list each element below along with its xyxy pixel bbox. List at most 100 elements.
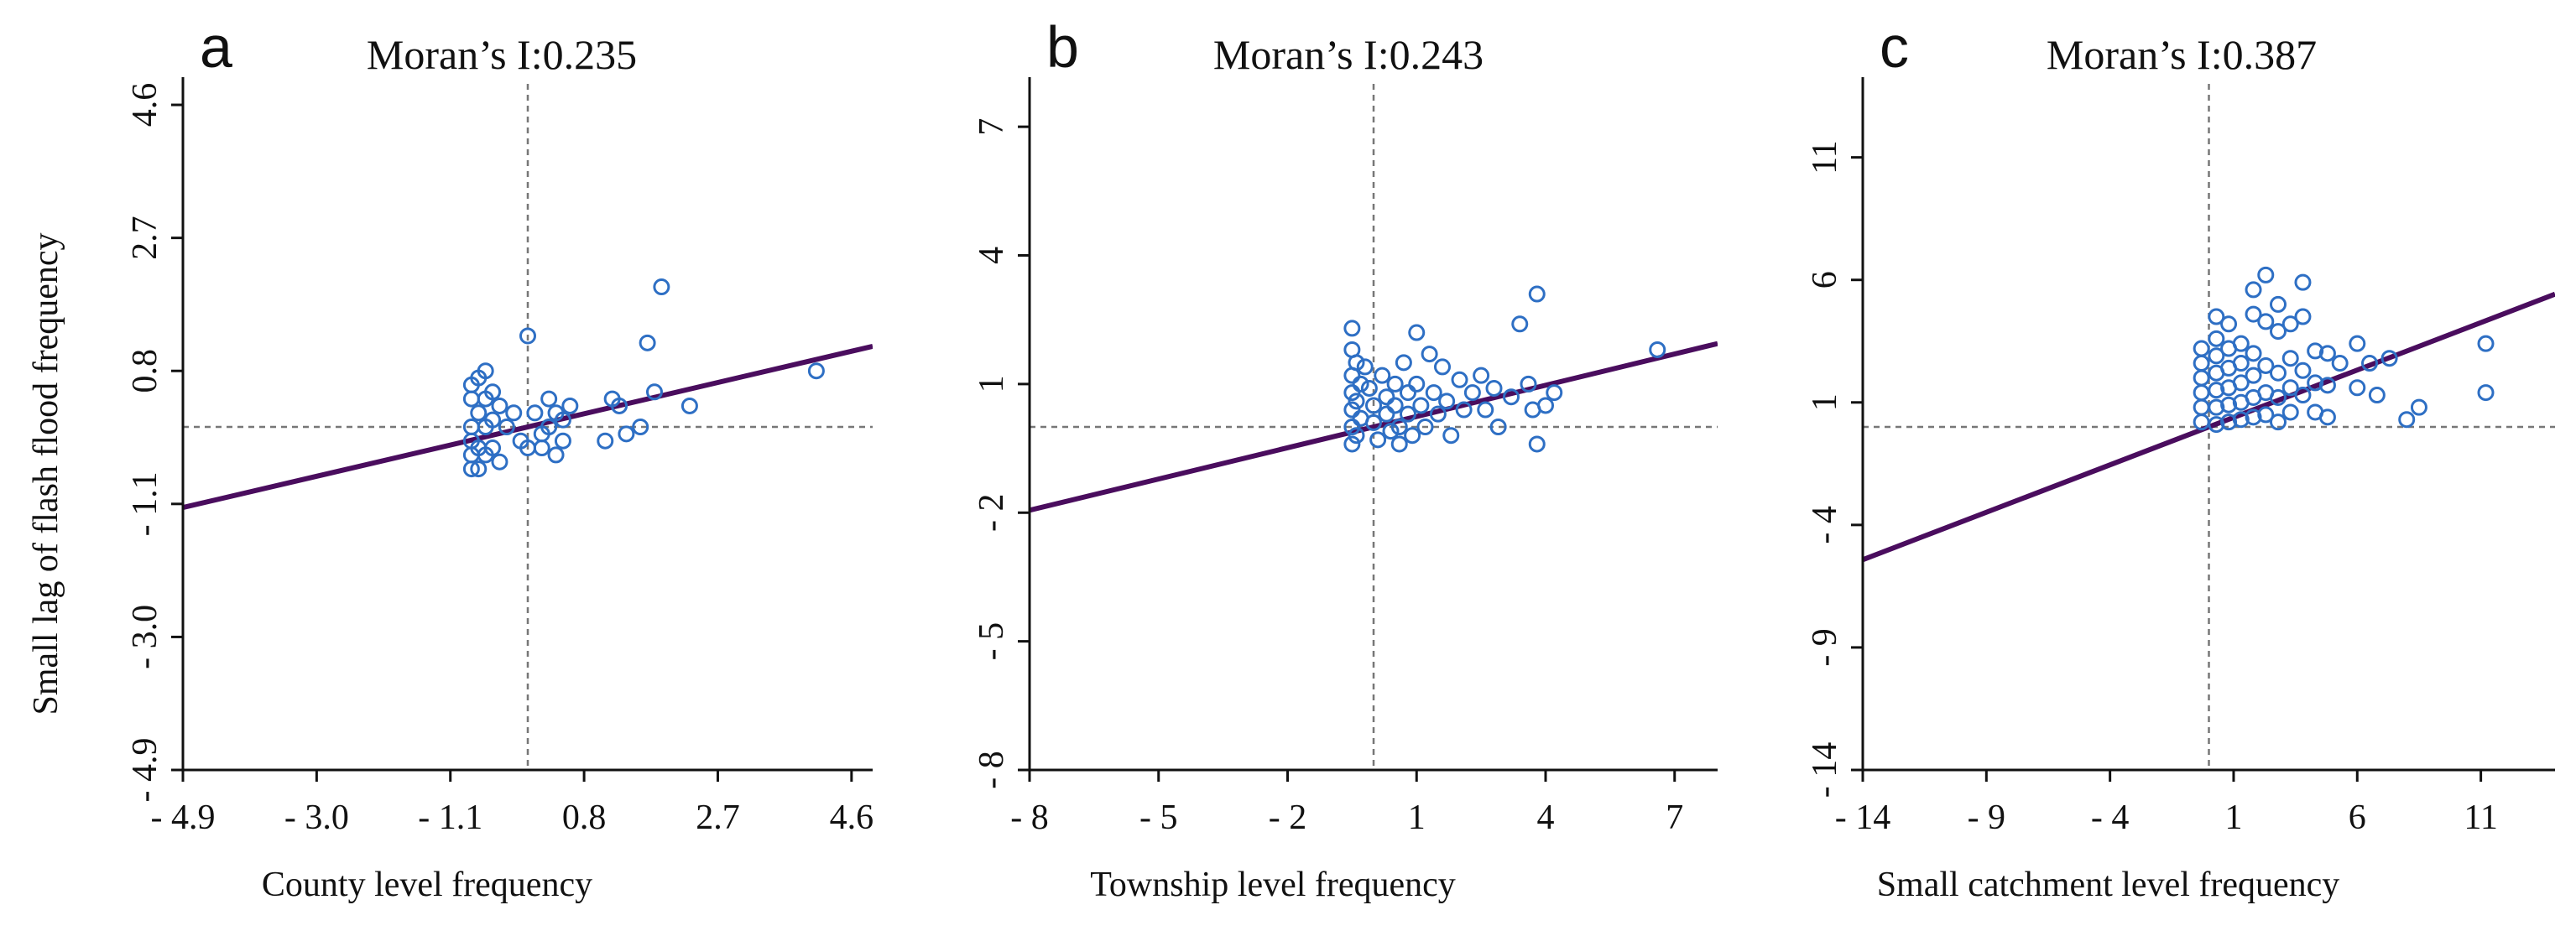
scatter-point: [1455, 401, 1473, 419]
y-tick-label: - 4.9: [126, 738, 164, 803]
scatter-point: [2307, 374, 2324, 392]
scatter-point: [2361, 355, 2379, 372]
scatter-point: [547, 446, 565, 464]
scatter-point: [618, 425, 635, 443]
scatter-point: [2245, 345, 2262, 362]
panel-letter: c: [1880, 14, 1909, 80]
x-tick-label: - 4: [2091, 798, 2130, 837]
scatter-point: [540, 390, 558, 408]
scatter-point: [2245, 281, 2262, 299]
scatter-point: [1511, 315, 1529, 333]
scatter-point: [1352, 375, 1369, 393]
scatter-point: [2294, 361, 2312, 379]
panel-letter: b: [1046, 14, 1079, 80]
scatter-point: [1408, 375, 1426, 393]
scatter-point: [2294, 273, 2312, 291]
scatter-point: [2232, 355, 2250, 372]
scatter-point: [1649, 341, 1666, 358]
y-tick-label: 1: [973, 375, 1011, 393]
scatter-point: [1390, 419, 1408, 435]
scatter-point: [1343, 367, 1361, 384]
scatter-point: [2307, 342, 2324, 360]
scatter-point: [2281, 315, 2299, 333]
scatter-point: [1408, 324, 1426, 341]
scatter-point: [554, 411, 571, 429]
scatter-point: [1343, 384, 1361, 402]
scatter-point: [632, 419, 649, 435]
x-tick-label: - 1.1: [418, 798, 482, 837]
scatter-point: [1378, 388, 1395, 406]
scatter-point: [1546, 384, 1563, 402]
scatter-point: [1378, 405, 1395, 423]
scatter-point: [491, 397, 508, 414]
scatter-point: [2294, 308, 2312, 325]
scatter-point: [2193, 384, 2210, 402]
scatter-point: [1463, 384, 1481, 402]
scatter-point: [1477, 401, 1494, 419]
y-tick-label: 4: [973, 247, 1011, 264]
scatter-point: [1537, 397, 1554, 414]
scatter-point: [807, 362, 825, 380]
x-tick-label: - 8: [1010, 798, 1049, 837]
x-tick-label: 4: [1537, 798, 1555, 837]
scatter-point: [1386, 375, 1404, 393]
scatter-point: [1343, 435, 1361, 453]
x-tick-label: - 3.0: [284, 798, 349, 837]
scatter-point: [2270, 413, 2287, 431]
scatter-point: [2281, 379, 2299, 397]
panel-c: c Moran’s I:0.387 - 14 - 9 - 4 1 6 11 - 14 - 9 - 4…: [1806, 14, 2555, 904]
x-tick-label: 0.8: [562, 798, 607, 837]
scatter-point: [1343, 419, 1361, 435]
scatter-point: [2193, 340, 2210, 357]
x-axis-title: Township level frequency: [1090, 866, 1456, 904]
x-tick-label: - 2: [1269, 798, 1307, 837]
scatter-point: [2257, 406, 2275, 424]
scatter-point: [2477, 335, 2495, 352]
y-tick-label: 1: [1806, 393, 1844, 411]
scatter-point: [561, 397, 579, 414]
x-tick-label: 1: [1408, 798, 1426, 837]
scatter-point: [611, 397, 628, 414]
scatter-point: [2281, 403, 2299, 421]
y-tick-label: - 9: [1806, 628, 1844, 667]
scatter-point: [1520, 375, 1537, 393]
scatter-point: [505, 404, 523, 422]
panel-title: Moran’s I:0.387: [2047, 31, 2317, 78]
scatter-point: [2220, 315, 2238, 333]
x-tick-label: - 5: [1139, 798, 1178, 837]
panel-title: Moran’s I:0.243: [1213, 31, 1484, 78]
panel-letter: a: [200, 14, 232, 80]
scatter-point: [1348, 427, 1365, 445]
scatter-point: [2208, 416, 2225, 434]
y-tick-label: 2.7: [126, 216, 164, 260]
scatter-point: [2245, 408, 2262, 426]
regression-line: [183, 343, 873, 511]
x-tick-label: - 4.9: [151, 798, 216, 837]
scatter-point: [540, 419, 558, 435]
scatter-point: [2232, 335, 2250, 352]
scatter-point: [2257, 313, 2275, 330]
y-tick-label: - 4: [1806, 506, 1844, 544]
scatter-point: [462, 390, 480, 408]
scatter-point: [1395, 354, 1412, 372]
scatter-point: [2270, 323, 2287, 341]
scatter-point: [1421, 346, 1438, 363]
scatter-point: [477, 362, 494, 380]
y-tick-label: - 3.0: [126, 605, 164, 669]
x-tick-label: 6: [2349, 798, 2366, 837]
scatter-point: [1390, 435, 1408, 453]
scatter-point: [1416, 419, 1434, 435]
scatter-point: [2294, 387, 2312, 404]
scatter-point: [597, 432, 614, 450]
panel-b: b Moran’s I:0.243 - 8 - 5 - 2 1 4 7 - 8 - 5 - 2 1 4 7…: [973, 14, 1718, 904]
scatter-point: [2318, 345, 2336, 362]
scatter-point: [2208, 308, 2225, 325]
scatter-point: [2220, 396, 2238, 413]
scatter-point: [2349, 379, 2366, 397]
scatter-point: [645, 383, 663, 401]
scatter-point: [1429, 405, 1447, 423]
scatter-point: [526, 404, 544, 422]
scatter-point: [1485, 379, 1503, 397]
y-tick-label: 11: [1806, 140, 1844, 174]
